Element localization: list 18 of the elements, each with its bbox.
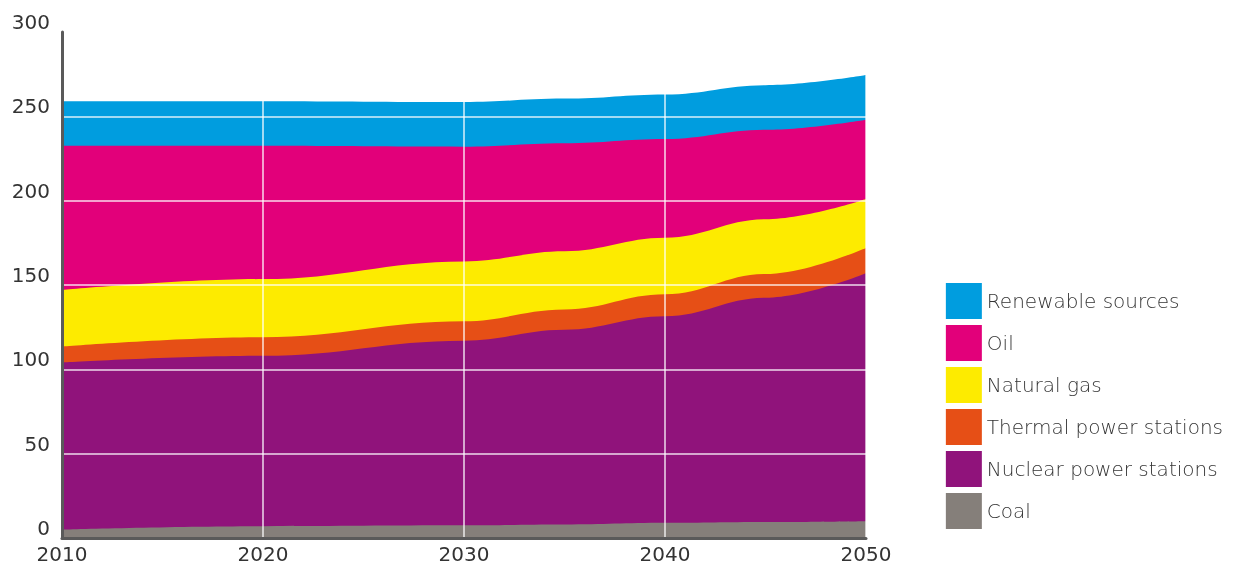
y-tick-label: 150	[11, 263, 50, 287]
x-tick-label: 2020	[237, 542, 289, 566]
y-tick-label: 0	[37, 516, 50, 540]
x-tick-label: 2050	[840, 542, 892, 566]
legend-label: Coal	[986, 499, 1031, 523]
y-tick-label: 100	[11, 347, 50, 372]
legend-label: Natural gas	[986, 373, 1102, 397]
legend-label: Nuclear power stations	[986, 457, 1218, 481]
y-tick-label: 300	[11, 10, 50, 34]
y-tick-label: 50	[24, 431, 50, 456]
y-tick-label: 250	[11, 94, 50, 119]
x-tick-label: 2010	[36, 542, 88, 566]
x-tick-label: 2030	[438, 542, 490, 566]
x-tick-label: 2040	[639, 542, 691, 566]
legend-label: Renewable sources	[986, 289, 1180, 313]
legend-label: Thermal power stations	[986, 415, 1224, 439]
legend-label: Oil	[986, 331, 1014, 355]
y-tick-label: 200	[11, 178, 50, 203]
